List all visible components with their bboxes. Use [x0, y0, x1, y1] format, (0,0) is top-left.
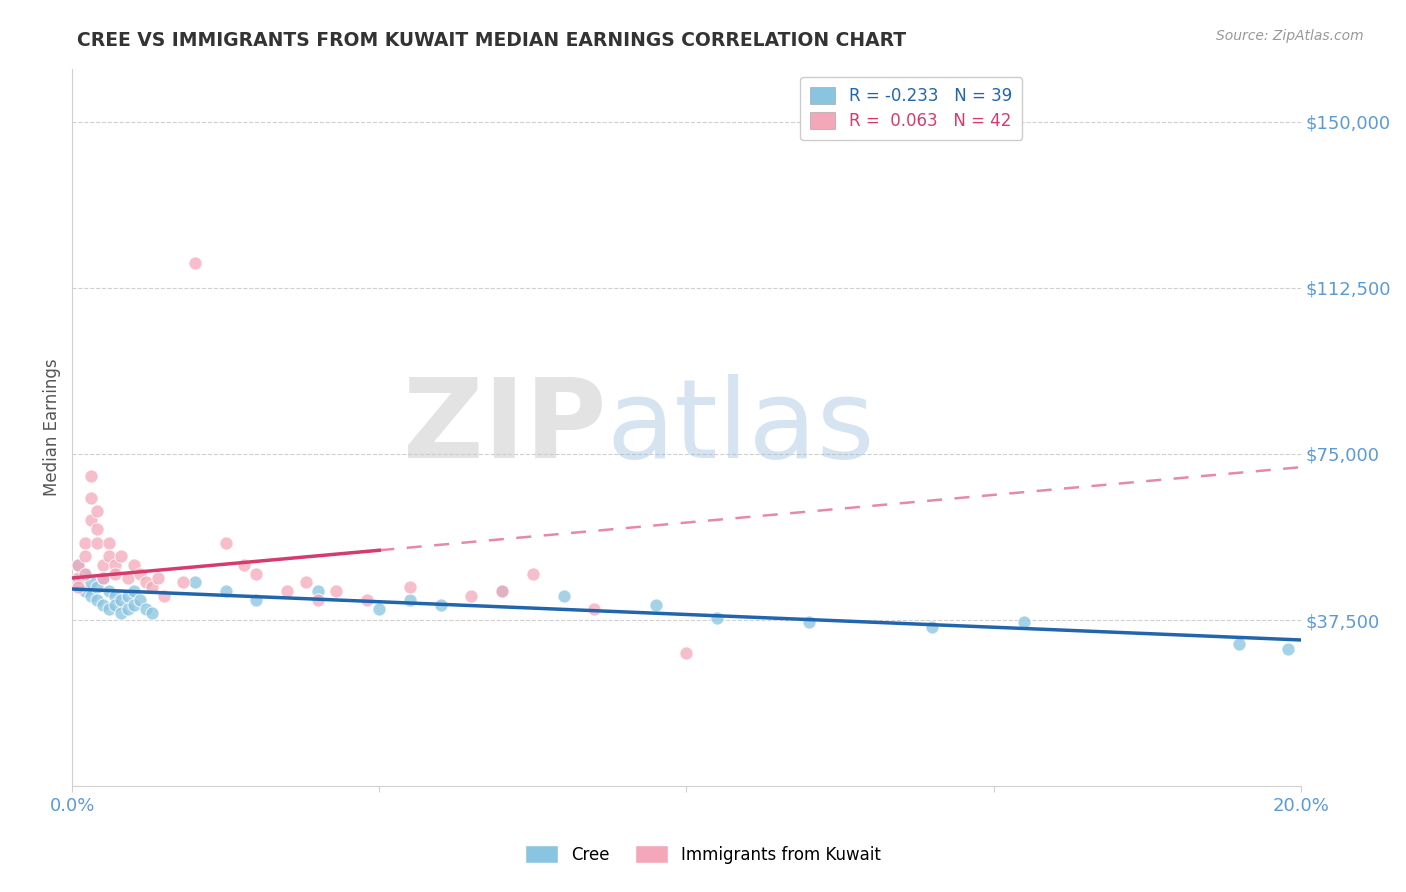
- Point: [98, 535, 121, 549]
- Point: [1012, 615, 1035, 630]
- Point: [122, 598, 145, 612]
- Y-axis label: Median Earnings: Median Earnings: [44, 359, 60, 496]
- Point: [79, 575, 101, 590]
- Point: [98, 584, 121, 599]
- Point: [522, 566, 544, 581]
- Point: [110, 607, 132, 621]
- Point: [583, 602, 606, 616]
- Text: Source: ZipAtlas.com: Source: ZipAtlas.com: [1216, 29, 1364, 44]
- Point: [399, 580, 422, 594]
- Text: atlas: atlas: [606, 374, 875, 481]
- Point: [86, 522, 108, 536]
- Point: [110, 593, 132, 607]
- Point: [73, 549, 96, 563]
- Point: [86, 593, 108, 607]
- Point: [921, 620, 943, 634]
- Point: [91, 598, 114, 612]
- Point: [491, 584, 513, 599]
- Point: [184, 575, 207, 590]
- Point: [104, 589, 127, 603]
- Point: [356, 593, 378, 607]
- Point: [98, 602, 121, 616]
- Text: ZIP: ZIP: [404, 374, 606, 481]
- Point: [172, 575, 194, 590]
- Point: [491, 584, 513, 599]
- Point: [141, 607, 163, 621]
- Point: [294, 575, 316, 590]
- Point: [122, 558, 145, 572]
- Point: [153, 589, 176, 603]
- Point: [79, 469, 101, 483]
- Point: [104, 558, 127, 572]
- Point: [1277, 641, 1299, 656]
- Point: [73, 566, 96, 581]
- Point: [117, 589, 139, 603]
- Point: [706, 611, 728, 625]
- Point: [91, 571, 114, 585]
- Point: [67, 558, 90, 572]
- Text: CREE VS IMMIGRANTS FROM KUWAIT MEDIAN EARNINGS CORRELATION CHART: CREE VS IMMIGRANTS FROM KUWAIT MEDIAN EA…: [77, 31, 907, 50]
- Point: [215, 535, 238, 549]
- Point: [128, 593, 150, 607]
- Point: [276, 584, 298, 599]
- Point: [215, 584, 238, 599]
- Point: [128, 566, 150, 581]
- Point: [79, 491, 101, 506]
- Point: [141, 580, 163, 594]
- Point: [245, 566, 267, 581]
- Point: [799, 615, 821, 630]
- Point: [110, 549, 132, 563]
- Point: [325, 584, 347, 599]
- Point: [1227, 637, 1250, 651]
- Point: [67, 558, 90, 572]
- Point: [86, 504, 108, 518]
- Point: [184, 256, 207, 270]
- Point: [399, 593, 422, 607]
- Point: [79, 589, 101, 603]
- Point: [148, 571, 170, 585]
- Point: [675, 646, 697, 660]
- Legend: R = -0.233   N = 39, R =  0.063   N = 42: R = -0.233 N = 39, R = 0.063 N = 42: [800, 77, 1022, 140]
- Point: [117, 571, 139, 585]
- Point: [91, 558, 114, 572]
- Point: [67, 575, 90, 590]
- Point: [86, 580, 108, 594]
- Point: [135, 602, 157, 616]
- Point: [104, 598, 127, 612]
- Point: [122, 584, 145, 599]
- Point: [135, 575, 157, 590]
- Point: [73, 535, 96, 549]
- Point: [644, 598, 666, 612]
- Point: [429, 598, 451, 612]
- Point: [245, 593, 267, 607]
- Legend: Cree, Immigrants from Kuwait: Cree, Immigrants from Kuwait: [517, 838, 889, 871]
- Point: [104, 566, 127, 581]
- Point: [460, 589, 482, 603]
- Point: [79, 513, 101, 527]
- Point: [73, 566, 96, 581]
- Point: [91, 571, 114, 585]
- Point: [98, 549, 121, 563]
- Point: [368, 602, 391, 616]
- Point: [67, 580, 90, 594]
- Point: [307, 584, 329, 599]
- Point: [67, 571, 90, 585]
- Point: [307, 593, 329, 607]
- Point: [233, 558, 256, 572]
- Point: [73, 584, 96, 599]
- Point: [553, 589, 575, 603]
- Point: [117, 602, 139, 616]
- Point: [86, 535, 108, 549]
